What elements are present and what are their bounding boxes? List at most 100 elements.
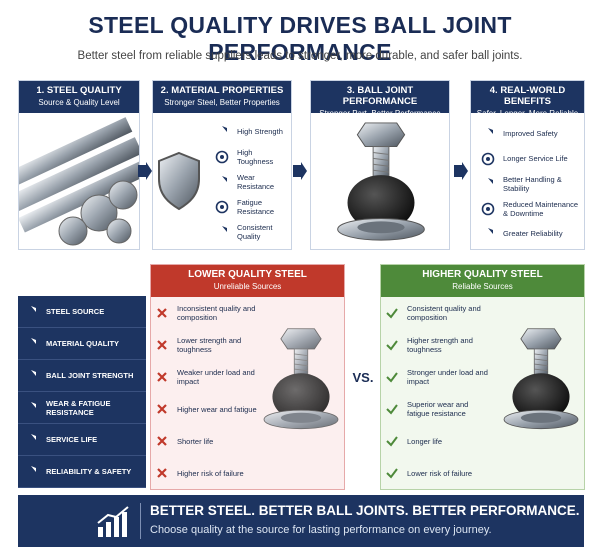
item-label: Higher strength and toughness [407,336,473,354]
criteria-row: SERVICE LIFE [18,424,146,456]
criteria-row: MATERIAL QUALITY [18,328,146,360]
item-icon [215,200,229,213]
row-label: WEAR & FATIGUE RESISTANCE [46,398,111,417]
comparison-item: Stronger under load and impact [385,361,490,393]
row-icon [31,337,36,344]
list-item: Longer Service Life [481,146,580,171]
cross-icon [157,468,167,478]
comparison-item: Superior wear and fatigue resistance [385,393,490,425]
item-label: Lower strength and toughness [177,336,242,354]
row-label: STEEL SOURCE [46,307,105,316]
item-label: Greater Reliability [503,229,563,238]
item-icon [488,227,493,234]
item-label: Higher risk of failure [177,468,244,478]
list-item: Fatigue Resistance [215,194,287,219]
row-icon [31,465,36,472]
check-icon [386,340,398,351]
comparison-item: Weaker under load and impact [155,361,260,393]
item-label: Wear Resistance [237,172,275,191]
comparison-item: Higher strength and toughness [385,329,490,361]
step-subtitle: Stronger Part, Better Performance [319,109,441,118]
panel-title: LOWER QUALITY STEEL [188,269,307,280]
step-panel: 3. BALL JOINT PERFORMANCE Stronger Part, … [310,80,450,250]
item-label: Higher wear and fatigue [177,404,257,414]
item-label: Lower risk of failure [407,468,473,478]
comparison-item: Longer life [385,425,490,457]
comparison-item: Lower strength and toughness [155,329,260,361]
comparison-item: Higher risk of failure [155,457,260,489]
item-label: Reduced Maintenance & Downtime [503,199,579,218]
arrow [138,162,152,180]
cross-icon [157,372,167,382]
panel-title: HIGHER QUALITY STEEL [422,269,543,280]
item-label: Longer Service Life [503,154,568,163]
row-icon [31,433,36,440]
item-label: Shorter life [177,436,214,446]
subtitle: Better steel from reliable suppliers lea… [77,50,523,62]
item-label: Superior wear and fatigue resistance [407,400,469,418]
item-icon [222,225,227,232]
criteria-row: BALL JOINT STRENGTH [18,360,146,392]
comparison-item: Consistent quality and composition [385,297,490,329]
criteria-row: RELIABILITY & SAFETY [18,456,146,488]
item-icon [222,175,227,182]
item-label: Longer life [407,436,443,446]
list-item: Greater Reliability [481,221,580,246]
list-item: Wear Resistance [215,169,287,194]
footer-subtitle: Choose quality at the source for lasting… [150,524,492,536]
item-label: Stronger under load and impact [407,368,488,386]
arrow [454,162,468,180]
cross-icon [157,308,167,318]
item-label: Consistent Quality [237,222,273,241]
row-label: SERVICE LIFE [46,435,98,444]
arrow [293,162,307,180]
item-icon [488,127,493,134]
growth-icon [97,506,129,537]
step-title: 4. REAL-WORLD BENEFITS [489,85,566,107]
step-title: 2. MATERIAL PROPERTIES [160,85,284,96]
item-icon [488,177,493,184]
comparison-item: Inconsistent quality and composition [155,297,260,329]
row-icon [31,369,36,376]
item-label: Weaker under load and impact [177,368,255,386]
criteria-row: STEEL SOURCE [18,296,146,328]
list-item: Reduced Maintenance & Downtime [481,196,580,221]
panel-subtitle: Unreliable Sources [213,282,282,291]
check-icon [386,404,398,415]
item-label: High Strength [237,127,283,136]
item-label: High Toughness [237,147,274,166]
criteria-row: WEAR & FATIGUE RESISTANCE [18,392,146,424]
comparison-item: Higher wear and fatigue [155,393,260,425]
row-icon [31,401,36,408]
step-title: 3. BALL JOINT PERFORMANCE [342,85,418,107]
item-label: Fatigue Resistance [237,197,275,216]
item-icon [222,125,227,132]
step-title: 1. STEEL QUALITY [36,85,122,96]
item-label: Consistent quality and composition [407,304,481,322]
list-item: High Strength [215,119,287,144]
list-item: Consistent Quality [215,219,287,244]
step-subtitle: Safer, Longer, More Reliable [476,109,579,118]
shield-image [158,151,200,211]
check-icon [386,372,398,383]
item-label: Inconsistent quality and composition [177,304,256,322]
comparison-item: Lower risk of failure [385,457,490,489]
new-ball-joint-image [499,315,583,445]
step-panel: 4. REAL-WORLD BENEFITS Safer, Longer, Mor… [470,80,585,250]
row-label: RELIABILITY & SAFETY [46,467,132,476]
worn-ball-joint-image [259,315,343,445]
list-item: High Toughness [215,144,287,169]
step-subtitle: Source & Quality Level [38,98,120,107]
ball-joint-image [331,119,431,247]
cross-icon [157,436,167,446]
cross-icon [157,340,167,350]
higher-quality-panel: HIGHER QUALITY STEEL Reliable Sources Con… [380,264,585,490]
check-icon [386,468,398,479]
footer-title: BETTER STEEL. BETTER BALL JOINTS. BETTER… [150,503,580,518]
item-label: Improved Safety [503,129,558,138]
versus: VS. [352,370,374,385]
row-label: MATERIAL QUALITY [46,339,120,348]
row-icon [31,305,36,312]
step-panel: 2. MATERIAL PROPERTIES Stronger Steel, Be… [152,80,292,250]
